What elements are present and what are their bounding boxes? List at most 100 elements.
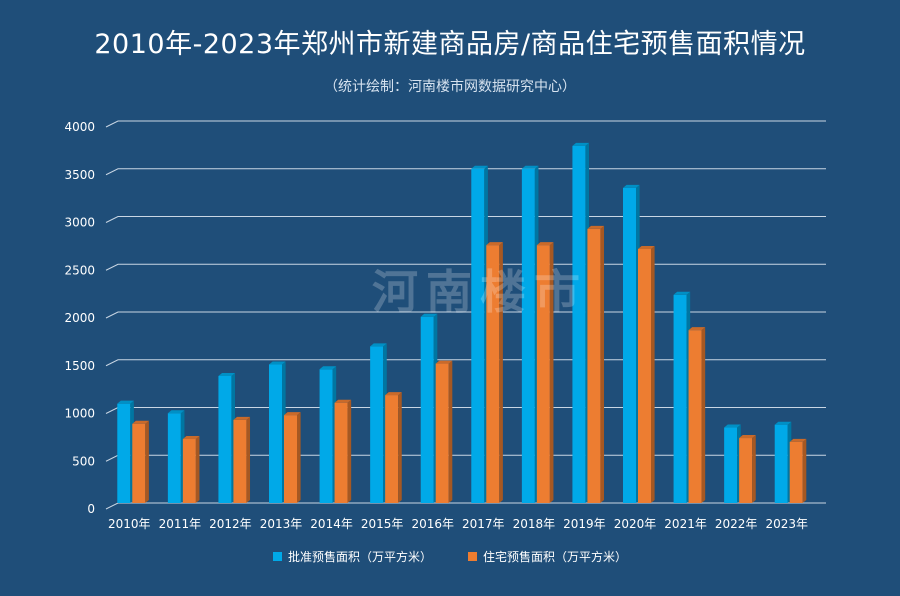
bar-top-2	[233, 416, 251, 420]
bar-top-2	[132, 420, 149, 424]
bar-side-2	[398, 392, 402, 503]
bar-top-2	[284, 412, 301, 416]
bar-side-2	[246, 416, 251, 503]
bar-side-2	[549, 242, 554, 503]
gridline	[105, 407, 826, 414]
bar-top-1	[774, 421, 792, 425]
gridline	[105, 454, 826, 462]
gridline	[105, 216, 826, 223]
y-tick-label: 3000	[64, 216, 95, 230]
bar-top-1	[623, 184, 640, 188]
x-tick-label: 2013年	[260, 517, 303, 531]
bar-top-1	[471, 165, 488, 169]
bar-side-2	[297, 412, 301, 503]
bar-side-2	[195, 436, 200, 503]
x-tick-label: 2016年	[411, 517, 454, 531]
y-tick-label: 2500	[64, 263, 95, 277]
bar-1	[420, 316, 434, 503]
bar-2	[334, 402, 348, 503]
gridline	[105, 311, 826, 319]
bar-top-2	[486, 242, 503, 246]
bar-1	[774, 424, 788, 503]
bar-top-1	[167, 410, 185, 414]
bar-1	[319, 369, 333, 503]
y-tick-label: 1500	[64, 359, 95, 373]
bar-1	[370, 346, 384, 503]
legend-label-series-1: 批准预售面积（万平方米）	[287, 550, 432, 564]
bar-side-2	[752, 435, 756, 503]
y-tick-label: 4000	[64, 120, 95, 134]
x-tick-label: 2017年	[462, 517, 505, 531]
bar-top-2	[638, 245, 655, 249]
legend-item-series-1: 批准预售面积（万平方米）	[272, 548, 432, 565]
bar-side-2	[145, 420, 149, 503]
x-tick-label: 2014年	[310, 517, 353, 531]
bar-top-1	[269, 361, 286, 365]
bar-top-2	[688, 327, 706, 331]
gridline	[105, 263, 826, 271]
bar-2	[233, 419, 247, 503]
bar-2	[587, 228, 601, 504]
bar-top-1	[370, 343, 387, 347]
bar-2	[284, 415, 297, 503]
y-tick-label: 3500	[64, 168, 95, 182]
bar-2	[536, 245, 550, 503]
y-tick-label: 500	[72, 454, 95, 468]
bar-top-1	[572, 142, 590, 146]
x-tick-label: 2019年	[563, 517, 606, 531]
gridline	[105, 120, 826, 128]
x-tick-label: 2011年	[159, 517, 202, 531]
bar-top-1	[319, 366, 337, 370]
bar-2	[435, 363, 449, 503]
bar-1	[623, 187, 636, 503]
legend-swatch-series-1	[272, 552, 282, 561]
chart-title: 2010年-2023年郑州市新建商品房/商品住宅预售面积情况	[94, 29, 806, 60]
bar-1	[471, 168, 485, 503]
bar-side-2	[802, 438, 807, 503]
x-tick-label: 2020年	[614, 517, 657, 531]
x-tick-label: 2021年	[664, 517, 707, 531]
x-tick-label: 2023年	[765, 517, 808, 531]
bar-side-2	[448, 360, 453, 503]
bar-top-1	[218, 372, 236, 376]
bar-top-2	[334, 399, 352, 403]
bar-top-1	[673, 291, 691, 295]
bar-side-2	[651, 245, 655, 503]
bar-2	[132, 423, 146, 503]
y-tick-label: 2000	[64, 311, 95, 325]
bar-1	[167, 413, 181, 503]
bar-2	[789, 441, 803, 503]
bar-top-2	[789, 438, 807, 442]
bar-1	[572, 145, 586, 503]
bar-top-2	[587, 225, 605, 229]
bar-top-2	[435, 360, 453, 364]
bar-side-2	[347, 399, 352, 503]
gridline	[105, 502, 826, 510]
bar-side-2	[600, 225, 605, 504]
bar-1	[673, 294, 687, 503]
gridline	[105, 359, 826, 367]
y-tick-label: 0	[87, 502, 95, 516]
x-tick-label: 2018年	[513, 517, 556, 531]
bar-1	[269, 364, 282, 503]
bar-top-2	[536, 242, 554, 246]
bar-top-1	[117, 400, 134, 404]
gridline	[105, 168, 826, 176]
bar-1	[724, 427, 738, 503]
bar-2	[182, 439, 196, 503]
bar-top-1	[420, 313, 438, 317]
x-tick-label: 2012年	[209, 517, 252, 531]
bar-2	[739, 438, 753, 503]
bar-2	[688, 330, 702, 503]
bar-side-2	[701, 327, 706, 503]
bar-2	[385, 395, 399, 503]
bar-top-2	[182, 436, 200, 440]
x-tick-label: 2010年	[108, 517, 151, 531]
bar-1	[218, 375, 232, 503]
bar-2	[638, 248, 651, 503]
legend-item-series-2: 住宅预售面积（万平方米）	[468, 548, 627, 565]
bar-1	[521, 168, 535, 503]
legend-swatch-series-2	[468, 552, 477, 561]
y-tick-label: 1000	[64, 407, 95, 421]
